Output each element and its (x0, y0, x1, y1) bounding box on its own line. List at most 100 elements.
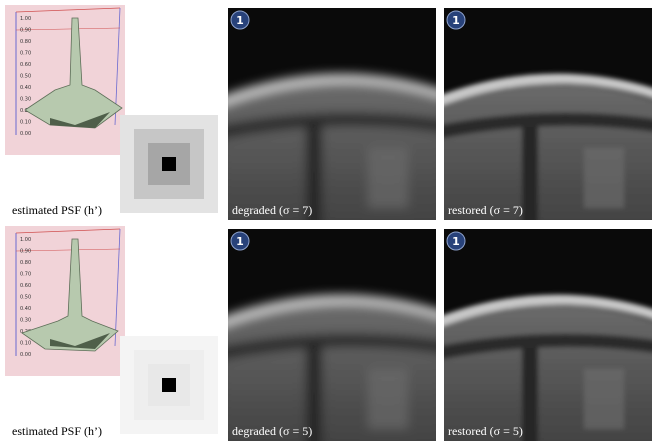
psf-cell (120, 392, 134, 406)
image-content (434, 300, 652, 441)
psf-cell (120, 378, 134, 392)
badge-label: 1 (236, 14, 244, 27)
psf-cell (176, 129, 190, 143)
psf-cell (134, 199, 148, 213)
psf-cell (162, 129, 176, 143)
panel-caption: restored (σ = 7) (448, 203, 523, 217)
psf-cell (134, 350, 148, 364)
psf-cell (204, 185, 218, 199)
psf-cell (120, 336, 134, 350)
psf-cell (148, 171, 162, 185)
psf-cell (190, 171, 204, 185)
plot-tick-label: 0.60 (20, 62, 31, 68)
psf-cell (134, 157, 148, 171)
psf-cell (148, 185, 162, 199)
psf-cell (148, 420, 162, 434)
psf-cell (120, 185, 134, 199)
tissue-spot (368, 369, 408, 429)
psf-cell (120, 171, 134, 185)
badge-label: 1 (452, 235, 460, 248)
psf-cell (162, 350, 176, 364)
psf-cell (176, 336, 190, 350)
psf-cell (120, 143, 134, 157)
psf-cell (162, 420, 176, 434)
psf-cell (176, 171, 190, 185)
psf-cell (134, 420, 148, 434)
psf-cell (162, 336, 176, 350)
psf-cell (120, 157, 134, 171)
mri-image (218, 8, 446, 230)
panel-caption: restored (σ = 5) (448, 424, 523, 438)
psf-cell (162, 157, 176, 171)
psf-cell (134, 406, 148, 420)
psf-cell (148, 378, 162, 392)
psf-cell (120, 199, 134, 213)
tissue (218, 305, 446, 441)
psf-cell (148, 392, 162, 406)
plot-tick-label: 0.60 (20, 283, 31, 289)
psf-cell (176, 115, 190, 129)
psf-cell (148, 143, 162, 157)
plot-tick-label: 0.90 (20, 249, 31, 255)
psf-caption: estimated PSF (h’) (12, 203, 102, 217)
plot-tick-label: 0.70 (20, 272, 31, 278)
midline (522, 339, 538, 441)
psf-cell (190, 392, 204, 406)
psf-cell (190, 185, 204, 199)
psf-cell (190, 350, 204, 364)
psf-cell (120, 115, 134, 129)
psf-cell (148, 364, 162, 378)
psf-cell (176, 420, 190, 434)
plot-tick-label: 0.80 (20, 39, 31, 45)
badge-label: 1 (236, 235, 244, 248)
mri-image (218, 229, 446, 441)
psf-cell (120, 420, 134, 434)
psf-cell (134, 171, 148, 185)
psf-cell (204, 336, 218, 350)
psf-cell (176, 392, 190, 406)
psf-cell (162, 115, 176, 129)
plot-tick-label: 0.90 (20, 28, 31, 34)
psf-cell (134, 143, 148, 157)
plot-tick-label: 0.50 (20, 74, 31, 80)
psf-cell (190, 336, 204, 350)
psf-cell (162, 185, 176, 199)
panel-caption: degraded (σ = 5) (232, 424, 312, 438)
tissue-spot (584, 369, 624, 429)
psf-cell (176, 157, 190, 171)
plot-tick-label: 0.40 (20, 85, 31, 91)
psf-cell (204, 420, 218, 434)
plot-tick-label: 0.80 (20, 260, 31, 266)
psf-cell (162, 171, 176, 185)
psf-cell (190, 157, 204, 171)
psf-cell (176, 199, 190, 213)
psf-cell (148, 406, 162, 420)
psf-cell (134, 115, 148, 129)
psf-cell (120, 129, 134, 143)
psf-cell (176, 185, 190, 199)
psf-cell (134, 378, 148, 392)
plot-tick-label: 0.70 (20, 51, 31, 57)
tissue-spot (584, 148, 624, 208)
psf-cell (134, 129, 148, 143)
psf-cell (204, 364, 218, 378)
psf-cell (176, 143, 190, 157)
psf-cell (190, 199, 204, 213)
psf-cell (190, 378, 204, 392)
psf-cell (204, 129, 218, 143)
plot-tick-label: 0.30 (20, 318, 31, 324)
psf-cell (176, 406, 190, 420)
psf-cell (162, 199, 176, 213)
psf-cell (176, 378, 190, 392)
badge-label: 1 (452, 14, 460, 27)
psf-caption: estimated PSF (h’) (12, 424, 102, 438)
plot-tick-label: 0.50 (20, 295, 31, 301)
plot-tick-label: 0.00 (20, 131, 31, 137)
psf-cell (204, 157, 218, 171)
figure-row: 1.000.900.800.700.600.500.400.300.200.10… (5, 5, 652, 230)
psf-cell (204, 143, 218, 157)
psf-cell (120, 364, 134, 378)
psf-cell (120, 350, 134, 364)
psf-cell (204, 406, 218, 420)
psf-cell (190, 115, 204, 129)
